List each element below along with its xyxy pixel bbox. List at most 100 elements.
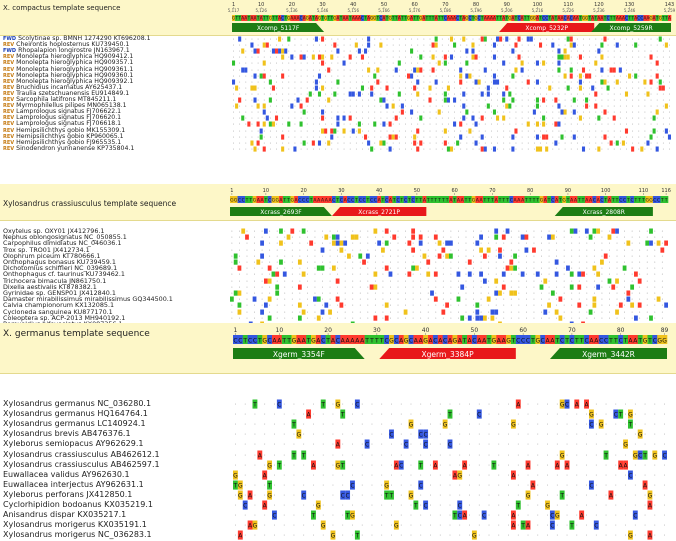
sequence-name[interactable]: REV Traulia szetschuanensis EU914849.1 — [3, 90, 129, 97]
match-dot — [343, 142, 345, 144]
sequence-name[interactable]: Xylosandrus brevis AB476376.1 — [3, 429, 131, 439]
sequence-name[interactable]: Xylosandrus crassiusculus AB462597.1 — [3, 460, 160, 470]
sequence-name[interactable]: Trox sp. TRO01 JX412734.1 — [3, 246, 90, 253]
match-dot — [233, 69, 234, 70]
primer-xgerm-3442r[interactable] — [549, 348, 667, 359]
base-letter: A — [600, 16, 603, 21]
sequence-name[interactable]: Xylosandrus germanus NC_036280.1 — [3, 399, 151, 409]
sequence-name[interactable]: REV Lamprologus signatus FJ706618.1 — [3, 121, 121, 128]
sequence-name[interactable]: Xylosandrus germanus HQ164764.1 — [3, 409, 148, 419]
sequence-name[interactable]: Olophrum piceum KT780666.1 — [3, 253, 100, 259]
sequence-name[interactable]: REV Hemipsilichthys gobio FJ965535.1 — [3, 139, 121, 146]
base-cell — [502, 15, 506, 21]
match-dot — [570, 50, 572, 52]
sequence-name[interactable]: Gyrinidae sp. GENSP01 JX412840.1 — [3, 290, 116, 296]
mismatch-cell — [335, 234, 340, 240]
match-dot — [625, 474, 627, 476]
sequence-name[interactable]: Dichotomius schiffleri NC_039689.1 — [3, 265, 117, 271]
primer-xcrass-2721p[interactable] — [331, 207, 427, 216]
match-dot — [439, 413, 441, 415]
sequence-name[interactable]: REV Myrmophilellus pilipes MN065138.1 — [3, 102, 127, 109]
match-dot — [410, 484, 412, 486]
match-dot — [558, 38, 560, 40]
sequence-name[interactable]: REV Monolepta hieroglyphica HQ909412.1 — [3, 54, 133, 61]
match-dot — [300, 81, 302, 83]
mismatch-cell — [535, 146, 539, 152]
mismatch-cell — [468, 73, 472, 79]
match-dot — [639, 311, 641, 313]
sequence-name[interactable]: REV Sinodendron yunnanense KP735804.1 — [3, 145, 134, 152]
sequence-name[interactable]: Dixella aestivalis KT878382.1 — [3, 284, 97, 290]
sequence-name[interactable]: Oxytelus sp. OXY01 JX412796.1 — [3, 228, 105, 234]
primer-xcomp-5232p[interactable] — [499, 23, 595, 32]
primer-xgerm-3354f[interactable] — [233, 348, 365, 359]
sequence-name[interactable]: REV Lamprologus signatus FJ706622.1 — [3, 109, 121, 116]
sequence-name[interactable]: Trichocera bimacula JN861750.1 — [3, 277, 106, 284]
sequence-name[interactable]: REV Monolepta hieroglyphica HQ909361.1 — [3, 66, 133, 73]
sequence-name[interactable]: Xylosandrus morigerus NC_036283.1 — [3, 530, 152, 540]
primer-xgerm-3384p[interactable] — [379, 348, 516, 359]
sequence-name[interactable]: Xyleborus perforans JX412850.1 — [3, 490, 132, 500]
primer-xcomp-5259r[interactable] — [591, 23, 671, 32]
match-dot — [488, 267, 490, 269]
sequence-name[interactable]: REV Lamprologus signatus FJ706620.1 — [3, 115, 121, 122]
match-dot — [540, 142, 541, 144]
sequence-name[interactable]: Cycloneda sanguinea KU877170.1 — [3, 308, 113, 315]
match-dot — [239, 62, 241, 64]
sequence-name[interactable]: Carpophilus dimidiatus NC_046036.1 — [3, 240, 121, 246]
sequence-name[interactable]: Calvia championorum KX132085.1 — [3, 302, 114, 308]
match-dot — [322, 255, 323, 257]
base-cell — [327, 15, 331, 21]
match-dot — [586, 317, 588, 319]
mismatch-cell — [233, 480, 238, 490]
match-dot — [257, 75, 259, 77]
base-letter: T — [603, 16, 607, 21]
primer-xcomp-5117f[interactable] — [232, 23, 325, 32]
base-cell — [528, 196, 533, 203]
match-dot — [566, 454, 568, 455]
match-dot — [508, 443, 509, 445]
match-dot — [533, 286, 535, 288]
match-dot — [447, 69, 449, 70]
match-dot — [586, 474, 587, 476]
sequence-name[interactable]: Cyclorhipidion bodoanus KX035219.1 — [3, 500, 153, 510]
sequence-name[interactable]: REV Bruchidius incarnatus AY625437.1 — [3, 84, 122, 91]
sequence-name[interactable]: REV Cheirontis hoplosternus KU739450.1 — [3, 41, 129, 48]
sequence-name[interactable]: REV Monolepta hieroglyphica HQ909392.1 — [3, 78, 133, 85]
base-letter: A — [341, 338, 346, 345]
primer-xcrass-2693f[interactable] — [230, 207, 332, 216]
match-dot — [654, 255, 656, 257]
sequence-name[interactable]: REV Hemipsilichthys gobio MK155309.1 — [3, 127, 125, 134]
match-dot — [380, 38, 382, 40]
sequence-name[interactable]: REV Hemipsilichthys gobio KP960065.1 — [3, 133, 124, 140]
sequence-name[interactable]: Xylosandrus morigerus KX035191.1 — [3, 520, 147, 530]
sequence-name[interactable]: FWD Scolytinae sp. BMNH 1274290 KT696208.… — [3, 35, 151, 42]
sequence-name[interactable]: Nephus oblongosignatus NC_050855.1 — [3, 234, 127, 240]
match-dot — [644, 136, 646, 138]
sequence-name[interactable]: Onthophagus bonasus KU739459.1 — [3, 259, 116, 265]
base-cell — [248, 196, 253, 203]
sequence-name[interactable]: Xyleborus semiopacus AY962629.1 — [3, 439, 143, 449]
sequence-name[interactable]: Euwallacea validus AY962630.1 — [3, 470, 130, 480]
sequence-name[interactable]: Euwallacea interjectus AY962631.1 — [3, 480, 144, 490]
sequence-name[interactable]: Damaster mirabilissimus mirabilissimus G… — [3, 296, 173, 302]
mismatch-cell — [400, 109, 404, 115]
sequence-name[interactable]: REV Sarcophila latifrons MT845211.1 — [3, 96, 116, 103]
sequence-name[interactable]: FWD Rhopalapion longirostre JN163967.1 — [3, 48, 130, 55]
sequence-name[interactable]: Xylosandrus crassiusculus AB462612.1 — [3, 450, 160, 460]
base-letter: A — [550, 338, 555, 345]
match-dot — [521, 142, 523, 144]
sequence-name[interactable]: Anisandrus dispar KX035217.1 — [3, 510, 126, 520]
sequence-name[interactable]: Coleoptera sp. ACP-2013 MH940192.1 — [3, 315, 125, 321]
sequence-name[interactable]: REV Monolepta hieroglyphica HQ909357.1 — [3, 60, 133, 67]
sequence-name[interactable]: Xylosandrus germanus LC140924.1 — [3, 419, 146, 429]
primer-xcrass-2808r[interactable] — [554, 207, 653, 216]
match-dot — [509, 50, 511, 52]
sequence-name[interactable]: REV Monolepta hieroglyphica HQ909360.1 — [3, 72, 133, 79]
match-dot — [331, 99, 333, 101]
base-letter: T — [530, 338, 535, 345]
match-dot — [303, 474, 305, 476]
sequence-name[interactable]: Onthophagus cf. taurinus KU739462.1 — [3, 271, 125, 277]
direction-badge: REV — [3, 109, 15, 116]
match-dot — [473, 243, 474, 244]
